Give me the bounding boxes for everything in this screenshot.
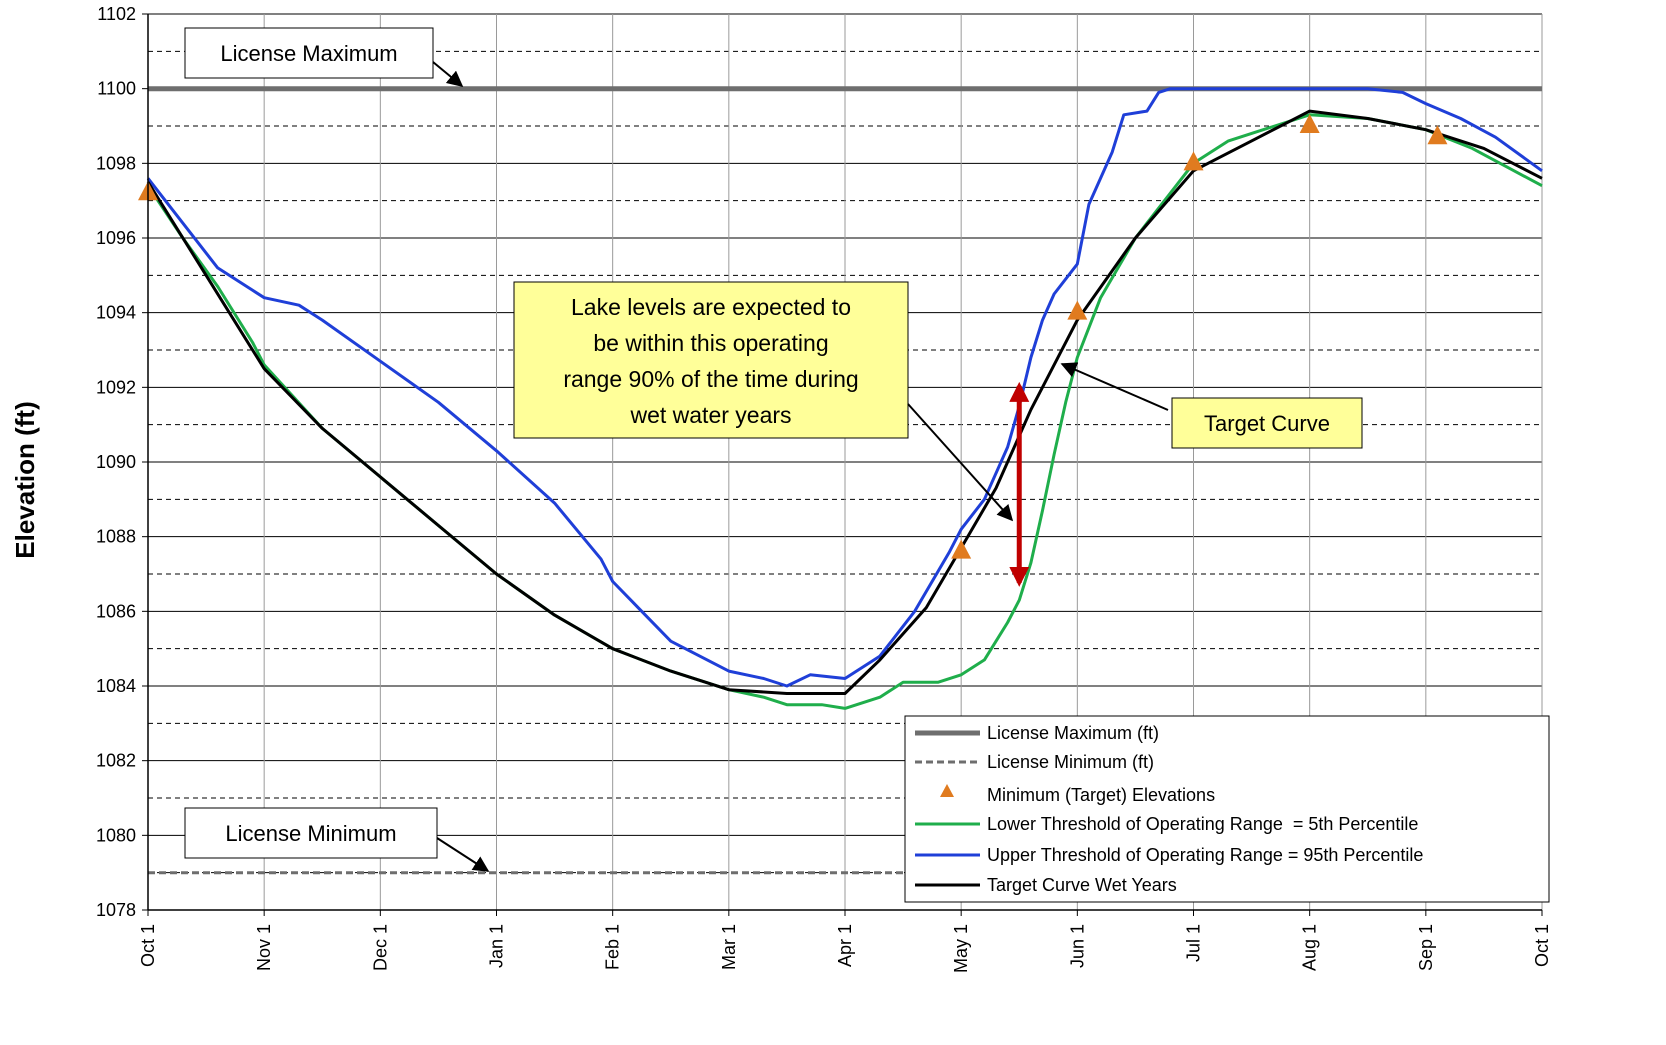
- y-tick-label: 1078: [96, 900, 136, 920]
- annotations: License Maximum License Minimum Lake lev…: [184, 27, 1363, 872]
- x-tick-label: Mar 1: [719, 924, 739, 970]
- range-note-line-4: wet water years: [629, 402, 791, 428]
- y-tick-label: 1100: [97, 79, 136, 99]
- target-elevation-marker: [1067, 300, 1088, 320]
- x-tick-label: May 1: [951, 924, 971, 973]
- x-tick-label: Sep 1: [1416, 924, 1436, 971]
- legend-box: [904, 715, 1550, 903]
- license-min-label-box: [184, 807, 438, 859]
- y-tick-label: 1090: [96, 452, 136, 472]
- range-note-line-3: range 90% of the time during: [563, 366, 858, 392]
- legend-item-target-curve: Target Curve Wet Years: [915, 875, 1177, 895]
- legend-item-upper-threshold: Upper Threshold of Operating Range = 95t…: [915, 845, 1423, 865]
- legend-item-lower-threshold: Lower Threshold of Operating Range = 5th…: [915, 814, 1418, 834]
- legend-label-target-curve: Target Curve Wet Years: [987, 875, 1177, 895]
- legend: License Maximum (ft) License Minimum (ft…: [904, 715, 1550, 903]
- x-tick-label: Jun 1: [1067, 924, 1087, 968]
- range-note-box: [513, 281, 909, 439]
- x-tick-label: Oct 1: [1532, 924, 1552, 967]
- legend-label-upper-threshold: Upper Threshold of Operating Range = 95t…: [987, 845, 1423, 865]
- y-tick-label: 1102: [97, 4, 136, 24]
- x-tick-label: Nov 1: [254, 924, 274, 971]
- license-max-label-box: [184, 27, 434, 79]
- legend-label-target-elevations: Minimum (Target) Elevations: [987, 785, 1215, 805]
- y-axis-label: Elevation (ft): [10, 401, 40, 558]
- legend-label-lower-threshold: Lower Threshold of Operating Range = 5th…: [987, 814, 1418, 834]
- legend-label-license-max: License Maximum (ft): [987, 723, 1159, 743]
- license-max-label: License Maximum: [220, 41, 397, 66]
- license-max-arrow: [432, 61, 464, 88]
- x-tick-label: Apr 1: [835, 924, 855, 967]
- y-tick-label: 1098: [96, 153, 136, 173]
- target-elevation-marker: [1183, 151, 1204, 171]
- x-tick-label: Oct 1: [138, 924, 158, 967]
- x-tick-label: Feb 1: [603, 924, 623, 970]
- range-note-line-1: Lake levels are expected to: [571, 294, 851, 320]
- target-curve-arrow: [1060, 362, 1169, 411]
- axes: 1078 1080 1082 1084 1086 1088 1090 1092 1094 1096…: [96, 4, 1552, 973]
- x-tick-label: Jan 1: [487, 924, 507, 968]
- y-tick-label: 1080: [96, 825, 136, 845]
- license-min-arrow: [436, 837, 490, 872]
- target-elevation-marker: [1299, 114, 1320, 133]
- y-tick-label: 1086: [96, 601, 136, 621]
- y-tick-label: 1092: [96, 377, 136, 397]
- series-line-target-curve-wet-years: [146, 109, 1543, 695]
- range-note-arrow: [907, 403, 1014, 522]
- license-min-label: License Minimum: [225, 821, 396, 846]
- range-note-line-2: be within this operating: [593, 330, 828, 356]
- y-tick-label: 1096: [96, 228, 136, 248]
- y-tick-label: 1088: [96, 527, 136, 547]
- y-tick-label: 1084: [96, 676, 136, 696]
- target-curve-label: Target Curve: [1204, 411, 1330, 436]
- x-tick-label: Aug 1: [1300, 924, 1320, 971]
- legend-label-license-min: License Minimum (ft): [987, 752, 1154, 772]
- y-tick-label: 1082: [96, 751, 136, 771]
- legend-item-license-max: License Maximum (ft): [915, 723, 1159, 743]
- x-tick-label: Dec 1: [370, 924, 390, 971]
- x-tick-label: Jul 1: [1184, 924, 1204, 962]
- legend-item-target-elevations: Minimum (Target) Elevations: [940, 784, 1215, 805]
- legend-swatch-triangle-marker: [940, 784, 954, 797]
- y-tick-label: 1094: [96, 303, 136, 323]
- target-elevation-marker: [1427, 125, 1448, 145]
- legend-item-license-min: License Minimum (ft): [915, 752, 1154, 772]
- target-elevation-marker: [951, 539, 972, 559]
- target-curve-label-box: [1171, 397, 1363, 449]
- series-line-upper-threshold-of-operating-range-95th-percentile: [146, 87, 1543, 688]
